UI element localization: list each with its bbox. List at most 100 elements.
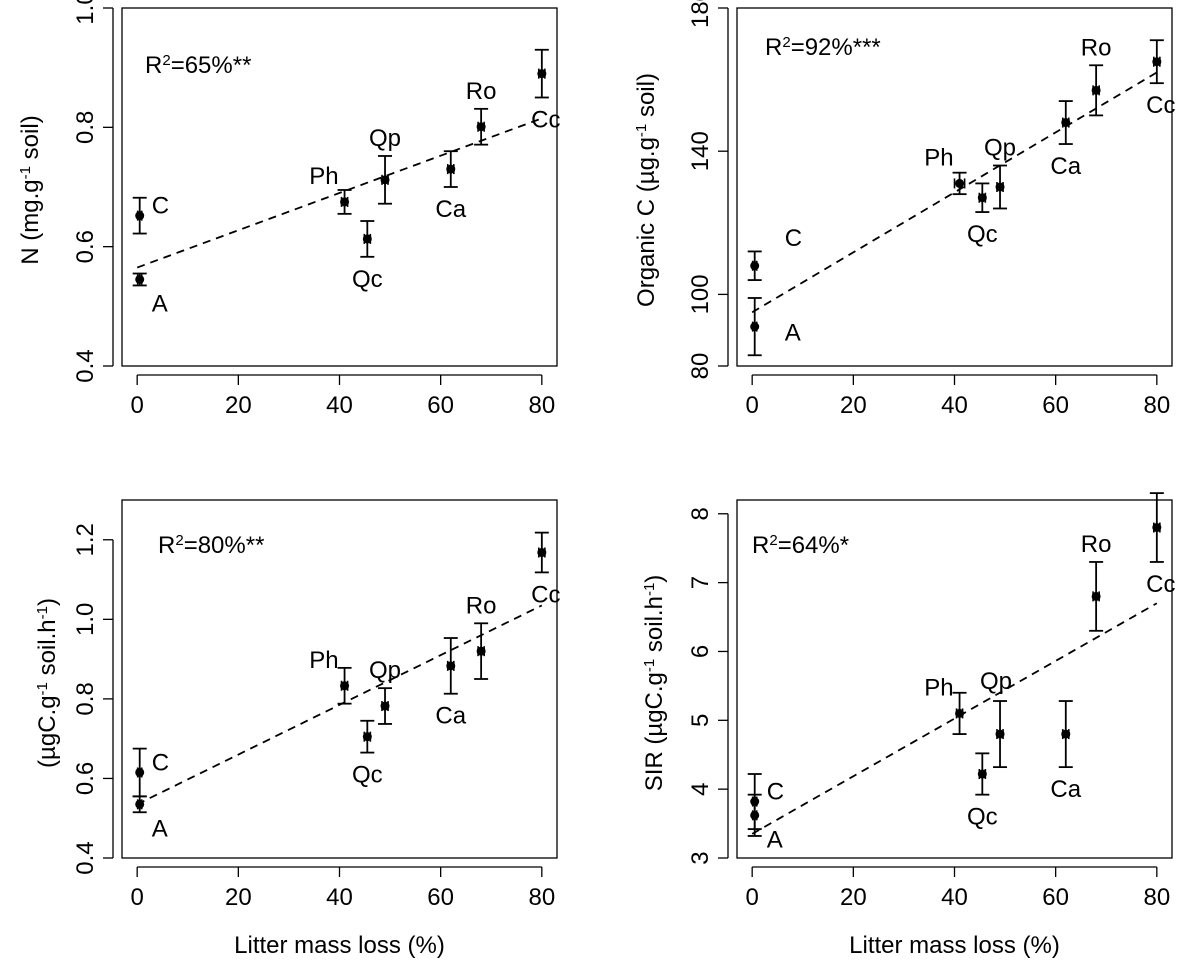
- data-point-qc: Qc: [352, 719, 383, 789]
- data-point-qp: Qp: [369, 657, 401, 725]
- data-point-ro: Ro: [466, 592, 496, 680]
- regression-line: [136, 604, 543, 806]
- point-label: Ph: [924, 674, 953, 701]
- x-tick-label: 0: [130, 392, 143, 419]
- y-tick-label: 7: [687, 576, 714, 589]
- point-label: Ph: [309, 647, 338, 674]
- point-marker: [1091, 591, 1101, 601]
- point-label: Ca: [1050, 153, 1081, 180]
- x-tick-label: 40: [941, 392, 968, 419]
- plot-frame: [121, 7, 558, 367]
- point-label: Qc: [967, 804, 998, 831]
- data-point-qc: Qc: [967, 752, 998, 831]
- data-point-qc: Qc: [967, 182, 998, 248]
- point-marker: [476, 646, 486, 656]
- y-axis-title: Organic C (µg.g-1 soil): [633, 73, 661, 307]
- point-marker: [750, 261, 760, 271]
- y-tick-label: 0.6: [72, 230, 99, 263]
- x-tick-label: 80: [528, 392, 555, 419]
- data-point-c: C: [132, 193, 169, 235]
- x-tick-label: 60: [1042, 392, 1069, 419]
- point-marker: [537, 548, 547, 558]
- point-label: A: [785, 320, 801, 347]
- x-tick-label: 60: [427, 884, 454, 911]
- point-label: Ro: [1081, 531, 1112, 558]
- data-point-cc: Cc: [1146, 39, 1175, 119]
- data-point-c: C: [747, 773, 784, 830]
- point-label: Qp: [980, 668, 1012, 695]
- data-point-ph: Ph: [924, 144, 967, 196]
- data-point-qp: Qp: [369, 125, 401, 205]
- y-tick-label: 1.2: [72, 523, 99, 556]
- y-tick-label: 0.8: [72, 682, 99, 715]
- point-marker: [135, 274, 145, 284]
- point-marker: [476, 122, 486, 132]
- point-marker: [362, 732, 372, 742]
- point-label: Cc: [531, 107, 560, 134]
- regression-line: [136, 117, 543, 269]
- point-marker: [340, 197, 350, 207]
- data-point-qp: Qp: [984, 135, 1016, 210]
- data-point-ca: Ca: [1050, 700, 1082, 803]
- plot-frame: [736, 7, 1173, 367]
- point-marker: [446, 661, 456, 671]
- y-tick-label: 0.8: [72, 111, 99, 144]
- point-label: A: [152, 290, 168, 317]
- point-label: Qc: [967, 221, 998, 248]
- point-marker: [380, 175, 390, 185]
- data-point-a: A: [132, 795, 168, 842]
- y-tick-label: 4: [687, 782, 714, 795]
- point-marker: [995, 729, 1005, 739]
- point-marker: [955, 178, 965, 188]
- x-tick-label: 40: [941, 884, 968, 911]
- x-axis-title: Litter mass loss (%): [234, 932, 445, 959]
- x-tick-label: 0: [130, 884, 143, 911]
- point-label: Ca: [435, 703, 466, 730]
- data-point-a: A: [747, 793, 783, 853]
- y-axis-title: N (mg.g-1 soil): [17, 115, 45, 264]
- point-marker: [362, 234, 372, 244]
- chart-panel-1: 0 20 40 60 80 0.4 0.6 0.8 1.0 N (mg.g-1 soil) R2=6…: [17, 0, 561, 419]
- x-tick-label: 60: [427, 392, 454, 419]
- r-squared-label: R2=65%**: [145, 52, 251, 80]
- x-tick-label: 40: [326, 392, 353, 419]
- point-marker: [955, 708, 965, 718]
- data-point-cc: Cc: [531, 531, 560, 608]
- point-marker: [750, 322, 760, 332]
- chart-panel-3: 0 20 40 60 80 0.4 0.6 0.8 1.0 1.2 (µgC.g-1 soil.h-…: [34, 499, 560, 959]
- point-label: Ca: [435, 196, 466, 223]
- x-tick-label: 0: [745, 884, 758, 911]
- y-tick-label: 0.4: [72, 841, 99, 874]
- point-label: Ph: [309, 163, 338, 190]
- x-tick-label: 20: [225, 884, 252, 911]
- point-marker: [537, 69, 547, 79]
- x-tick-label: 20: [225, 392, 252, 419]
- r-squared-label: R2=64%*: [752, 532, 849, 560]
- y-tick-label: 80: [687, 353, 714, 380]
- point-marker: [750, 810, 760, 820]
- x-tick-label: 0: [745, 392, 758, 419]
- point-marker: [135, 767, 145, 777]
- point-marker: [1061, 118, 1071, 128]
- point-marker: [995, 182, 1005, 192]
- plot-frame: [121, 499, 558, 859]
- data-point-a: A: [132, 272, 168, 317]
- point-label: Qc: [352, 266, 383, 293]
- point-label: Ro: [1081, 34, 1112, 61]
- r-squared-label: R2=80%**: [158, 532, 264, 560]
- x-tick-label: 80: [1143, 884, 1170, 911]
- data-point-ca: Ca: [1050, 100, 1082, 180]
- point-label: C: [767, 779, 784, 806]
- point-label: Qp: [369, 125, 401, 152]
- data-point-ca: Ca: [435, 637, 467, 730]
- point-label: C: [785, 225, 802, 252]
- data-point-c: C: [132, 747, 169, 798]
- point-label: A: [152, 815, 168, 842]
- y-tick-label: 1.0: [72, 0, 99, 25]
- data-point-c: C: [747, 225, 802, 281]
- x-tick-label: 80: [528, 884, 555, 911]
- point-label: Ca: [1050, 776, 1081, 803]
- point-label: Qp: [369, 657, 401, 684]
- point-marker: [1152, 523, 1162, 533]
